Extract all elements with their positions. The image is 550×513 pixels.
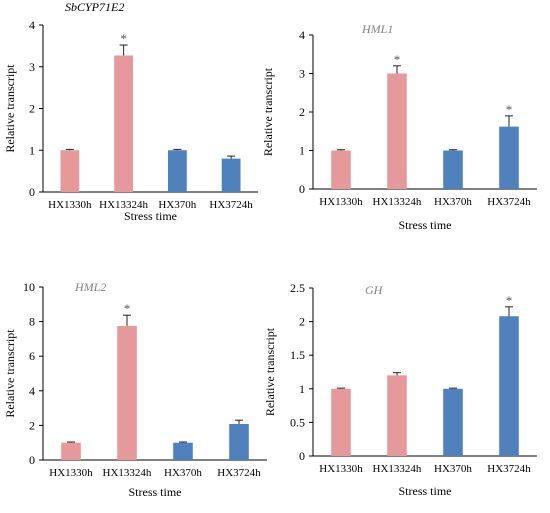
- y-tick-label: 0: [299, 182, 305, 196]
- chart-title: GH: [365, 283, 384, 297]
- bar-HX1330h: [331, 388, 351, 456]
- bar-HX13324h: [387, 73, 407, 189]
- y-axis-title: Relative transcript: [3, 64, 17, 153]
- significance-star: *: [124, 301, 131, 316]
- bar-HX3724h: [499, 316, 519, 456]
- bar-HX13324h: [387, 375, 407, 456]
- chart-panel-3: 0 2 4 6 8 10 HX1330h * HX13324h HX370h HX3724h Stre…: [3, 280, 267, 499]
- y-tick-label: 3: [29, 60, 35, 74]
- x-tick-label: HX370h: [434, 196, 472, 208]
- x-tick-label: HX1330h: [48, 199, 92, 211]
- y-tick-label: 0: [299, 449, 305, 463]
- chart-panel-2: 0 1 2 3 4 HX1330h * HX13324h HX370h * HX3724h Stres…: [261, 22, 537, 232]
- y-tick-label: 1.5: [290, 348, 305, 362]
- y-tick-label: 4: [29, 18, 35, 32]
- x-axis-title: Stress time: [399, 218, 452, 232]
- bar-HX370h: [443, 150, 463, 189]
- chart-title: HML2: [74, 280, 106, 294]
- y-tick-label: 4: [299, 28, 305, 42]
- x-tick-label: HX1330h: [49, 467, 93, 479]
- significance-star: *: [506, 293, 513, 308]
- bar-HX370h: [173, 442, 193, 460]
- y-tick-label: 2: [29, 102, 35, 116]
- y-tick-label: 0: [29, 453, 35, 467]
- chart-panel-4: 0 0.5 1 1.5 2 2.5 HX1330h HX13324h HX370h * HX3724…: [263, 281, 537, 498]
- y-axis-title: Relative transcript: [3, 329, 17, 418]
- bar-HX1330h: [60, 150, 80, 192]
- significance-star: *: [506, 102, 513, 117]
- y-tick-label: 3: [299, 67, 305, 81]
- x-axis-title: Stress time: [399, 484, 452, 498]
- y-tick-label: 1: [29, 143, 35, 157]
- bar-HX13324h: [114, 55, 134, 192]
- y-tick-label: 4: [29, 384, 35, 398]
- x-tick-label: HX3724h: [487, 463, 531, 475]
- y-axis-title: Relative transcript: [261, 67, 275, 156]
- significance-star: *: [394, 52, 401, 67]
- x-tick-label: HX370h: [434, 463, 472, 475]
- x-tick-label: HX13324h: [99, 199, 148, 211]
- x-tick-label: HX370h: [164, 467, 202, 479]
- y-tick-label: 1: [299, 382, 305, 396]
- x-axis-title: Stress time: [129, 485, 182, 499]
- bar-HX3724h: [229, 424, 249, 460]
- y-tick-label: 1: [299, 144, 305, 158]
- x-tick-label: HX1330h: [319, 463, 363, 475]
- y-tick-label: 2: [299, 315, 305, 329]
- bar-HX1330h: [331, 150, 351, 189]
- x-tick-label: HX1330h: [319, 196, 363, 208]
- y-tick-label: 0: [29, 185, 35, 199]
- bar-HX3724h: [499, 126, 519, 189]
- x-tick-label: HX3724h: [487, 196, 531, 208]
- x-tick-label: HX3724h: [209, 199, 253, 211]
- y-tick-label: 10: [23, 280, 35, 294]
- chart-panel-1: 0 1 2 3 4 HX1330h * HX13324h HX370h HX3724h Stress…: [3, 0, 258, 223]
- significance-star: *: [120, 31, 127, 46]
- x-tick-label: HX13324h: [373, 196, 422, 208]
- x-tick-label: HX370h: [158, 199, 196, 211]
- x-tick-label: HX3724h: [217, 467, 261, 479]
- y-tick-label: 6: [29, 349, 35, 363]
- y-tick-label: 2: [29, 418, 35, 432]
- y-tick-label: 0.5: [290, 415, 305, 429]
- chart-title: HML1: [361, 22, 393, 36]
- bar-HX3724h: [221, 158, 241, 192]
- bar-HX370h: [167, 150, 187, 192]
- x-axis-title: Stress time: [124, 209, 177, 223]
- bar-HX370h: [443, 388, 463, 456]
- x-tick-label: HX13324h: [103, 467, 152, 479]
- y-tick-label: 2.5: [290, 281, 305, 295]
- y-axis-title: Relative transcript: [263, 327, 277, 416]
- bar-HX1330h: [61, 442, 81, 460]
- chart-title: SbCYP71E2: [65, 0, 124, 14]
- x-tick-label: HX13324h: [373, 463, 422, 475]
- y-tick-label: 2: [299, 105, 305, 119]
- y-tick-label: 8: [29, 315, 35, 329]
- bar-HX13324h: [117, 325, 137, 460]
